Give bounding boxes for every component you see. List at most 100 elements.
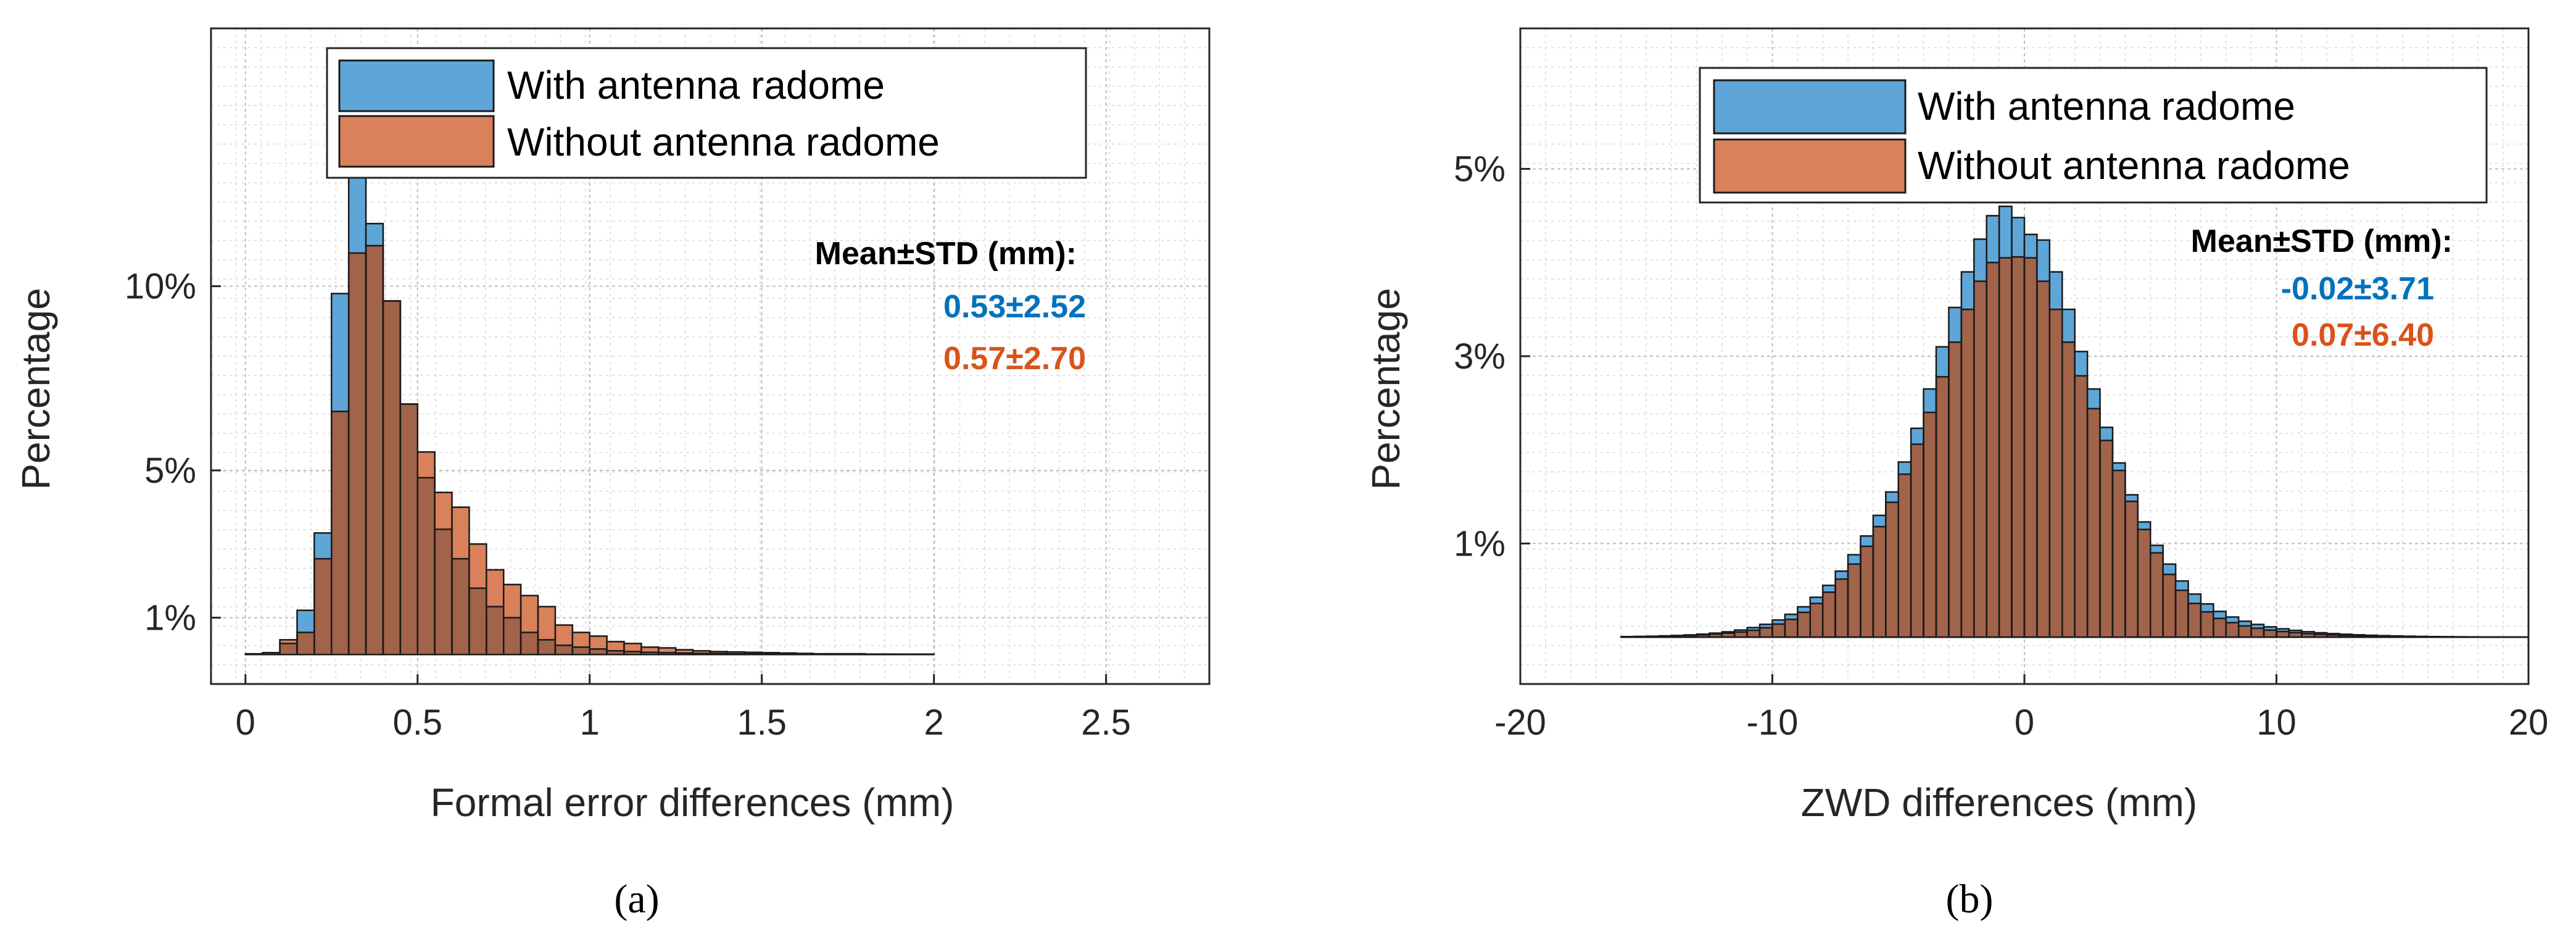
bar-with-radome	[2200, 604, 2214, 612]
bar-with-radome	[1949, 307, 1961, 343]
bar-overlap	[624, 651, 642, 655]
bar-with-radome	[2264, 627, 2277, 630]
panel-b-legend-swatch-without	[1713, 138, 1907, 194]
bar-overlap	[2301, 633, 2314, 638]
y-tick-label: 1%	[144, 598, 196, 638]
bar-overlap	[2226, 622, 2239, 638]
bar-overlap	[1848, 564, 1861, 638]
bar-with-radome	[2188, 594, 2201, 604]
panel-a-stats-header: Mean±STD (mm):	[815, 236, 1077, 272]
bar-overlap	[2112, 470, 2126, 638]
panel-a-grid	[211, 28, 1209, 684]
bar-without-radome-outline	[2351, 635, 2366, 638]
bar-without-radome	[710, 651, 727, 654]
panel-b-bars	[1620, 206, 2530, 638]
bar-overlap	[417, 477, 435, 655]
bar-overlap	[555, 645, 573, 655]
x-tick-label: 0	[236, 703, 255, 743]
bar-overlap	[521, 632, 539, 655]
bar-overlap	[1898, 474, 1911, 638]
panel-b-xticks: -20 -10 0 10 20	[1494, 674, 2548, 743]
bar-without-radome	[676, 649, 694, 653]
caption-a: (a)	[614, 877, 659, 922]
x-tick-label: -20	[1494, 703, 1546, 743]
bar-with-radome	[1823, 585, 1836, 593]
bar-with-radome	[2087, 389, 2100, 409]
bar-overlap	[2087, 408, 2100, 638]
bar-with-radome	[1911, 428, 1924, 444]
caption-b: (b)	[1946, 877, 1994, 922]
bar-overlap	[2125, 501, 2138, 638]
bar-overlap	[2288, 632, 2302, 638]
bar-overlap	[589, 649, 607, 655]
bar-overlap	[1784, 619, 1798, 638]
bar-overlap	[383, 301, 400, 655]
bar-without-radome-outline	[1646, 635, 1660, 638]
bar-without-radome	[521, 595, 539, 633]
bar-without-radome	[538, 606, 555, 640]
bar-overlap	[1734, 632, 1747, 638]
bar-with-radome	[1886, 491, 1899, 502]
panel-a-yticks: 1% 5% 10%	[125, 267, 221, 638]
bar-overlap	[1797, 612, 1810, 638]
bar-overlap	[572, 647, 590, 655]
bar-without-radome	[555, 625, 573, 646]
y-tick-label: 1%	[1454, 523, 1505, 564]
bar-with-radome	[2074, 351, 2088, 376]
bar-with-radome	[2301, 632, 2314, 634]
panel-a-legend-swatch-without	[338, 115, 495, 168]
bar-with-radome	[1734, 630, 1747, 632]
panel-b-legend-with-label: With antenna radome	[1918, 84, 2295, 128]
bar-overlap	[2062, 342, 2075, 638]
bar-overlap	[2276, 632, 2289, 638]
bar-with-radome	[1860, 536, 1873, 546]
bar-without-radome	[589, 636, 607, 649]
bar-with-radome	[1923, 389, 1937, 413]
bar-with-radome	[1848, 554, 1861, 564]
bar-without-radome	[572, 632, 590, 648]
bar-with-radome	[1784, 614, 1798, 620]
bar-overlap	[1923, 412, 1937, 638]
bar-without-radome	[280, 640, 297, 644]
bar-without-radome	[624, 643, 642, 652]
bar-overlap	[658, 653, 676, 655]
bar-overlap	[2037, 281, 2050, 638]
bar-with-radome	[2062, 309, 2075, 343]
bar-overlap	[1810, 603, 1823, 638]
bar-with-radome	[1810, 597, 1823, 604]
panel-b-stats-without: 0.07±6.40	[2292, 317, 2434, 353]
bar-without-radome-outline	[2389, 635, 2403, 638]
bar-overlap	[1684, 635, 1697, 638]
bar-overlap	[538, 640, 555, 655]
bar-overlap	[1961, 309, 1974, 638]
bar-overlap	[349, 252, 367, 655]
bar-overlap	[331, 411, 349, 655]
bar-overlap	[1911, 444, 1924, 638]
bar-with-radome	[366, 223, 383, 246]
bar-overlap	[469, 588, 487, 655]
bar-without-radome-outline	[795, 653, 814, 656]
bar-with-radome	[349, 172, 367, 253]
bar-overlap	[2213, 618, 2226, 638]
y-tick-label: 5%	[144, 451, 196, 491]
x-tick-label: 2	[924, 703, 944, 743]
bar-with-radome	[1974, 239, 1987, 281]
bar-overlap	[366, 246, 383, 655]
panel-a-bars	[244, 171, 935, 656]
x-tick-label: 10	[2256, 703, 2296, 743]
bar-overlap	[2339, 635, 2353, 638]
bar-with-radome	[1986, 215, 2000, 263]
bar-overlap	[2150, 552, 2163, 638]
bar-overlap	[314, 559, 332, 655]
panel-b-grid	[1520, 28, 2529, 684]
bar-with-radome	[1999, 206, 2012, 258]
bar-overlap	[400, 404, 418, 655]
bar-without-radome	[469, 544, 487, 588]
panel-b-stats-with: -0.02±3.71	[2281, 271, 2434, 307]
bar-overlap	[434, 529, 452, 655]
bar-with-radome	[1760, 624, 1773, 628]
panel-a-legend-swatch-with	[338, 59, 495, 112]
bar-without-radome-outline	[2364, 635, 2379, 638]
bar-without-radome-outline	[2414, 636, 2429, 638]
bar-overlap	[1873, 527, 1886, 638]
